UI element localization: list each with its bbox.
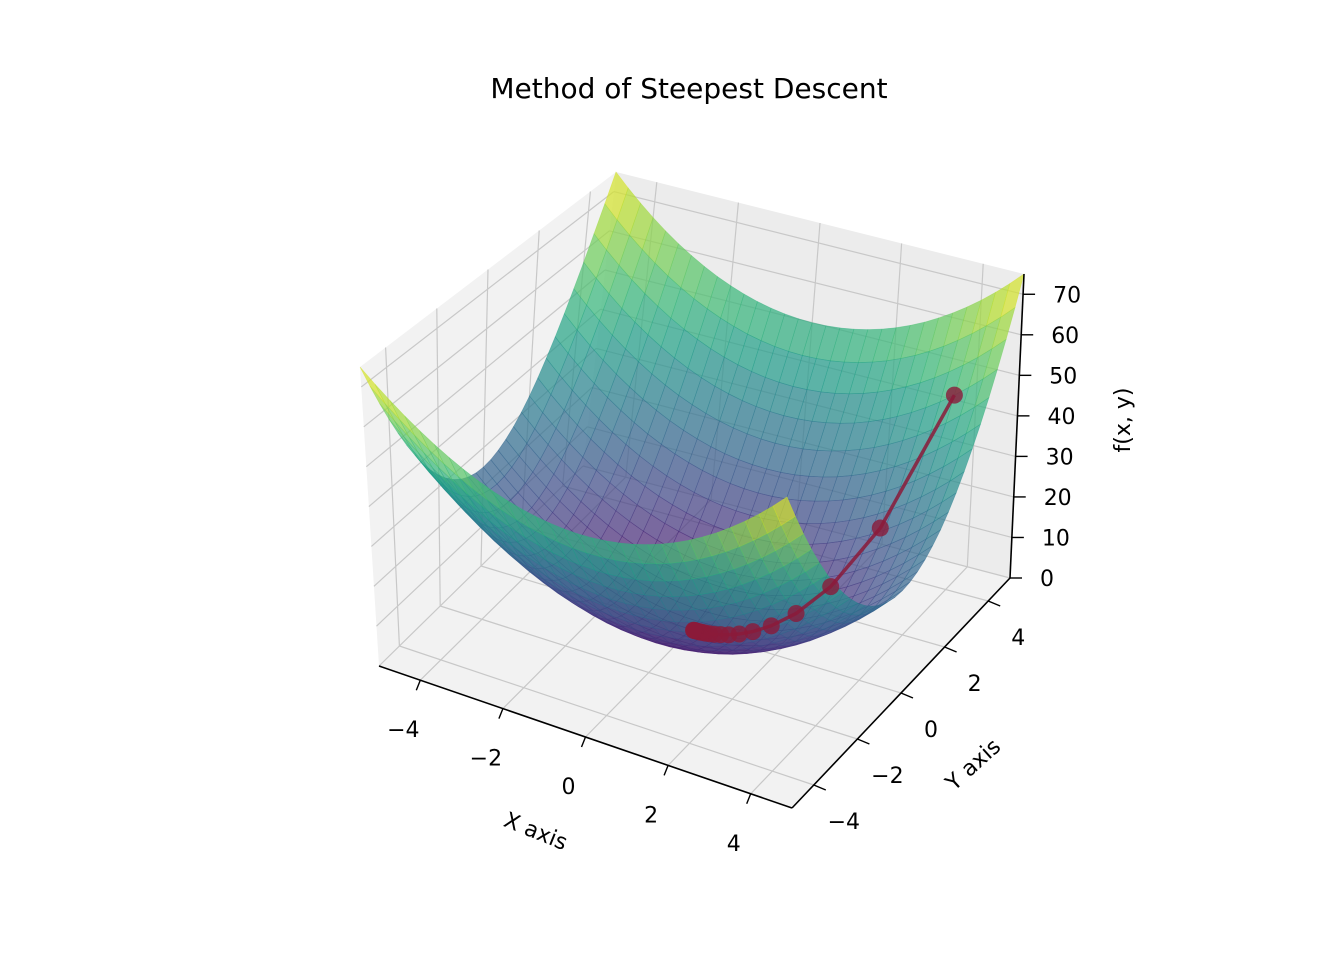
z-grid-wall <box>363 230 610 428</box>
descent-path-point <box>685 621 703 639</box>
x-tick <box>746 793 752 805</box>
z-tick-label: 40 <box>1048 405 1076 430</box>
tick-marks <box>415 293 1036 805</box>
x-tick-label: 2 <box>644 803 658 828</box>
y-tick-label: −4 <box>828 810 860 835</box>
z-grid-back <box>613 191 1024 295</box>
y-tick-label: −2 <box>871 764 903 789</box>
y-grid-floor <box>440 605 858 740</box>
x-tick <box>498 708 504 719</box>
y-grid-floor <box>399 645 814 786</box>
z-axis-line <box>1009 273 1025 579</box>
x-axis-title: X axis <box>500 808 571 856</box>
y-tick <box>944 646 957 653</box>
descent-path-point <box>787 604 805 622</box>
z-tick-label: 50 <box>1049 364 1077 389</box>
y-tick-label: 2 <box>968 672 982 697</box>
z-tick-label: 70 <box>1053 283 1081 308</box>
z-tick-label: 0 <box>1040 567 1054 592</box>
y-axis-title: Y axis <box>941 734 1006 796</box>
z-tick-label: 10 <box>1042 527 1070 552</box>
x-tick-label: −2 <box>470 747 502 772</box>
z-tick-label: 60 <box>1051 324 1079 349</box>
descent-path-point <box>871 519 889 537</box>
z-grid-wall <box>360 191 615 388</box>
descent-path <box>685 386 963 644</box>
descent-path-point <box>945 386 963 404</box>
z-tick-label: 30 <box>1046 445 1074 470</box>
y-tick <box>813 784 827 791</box>
y-tick-label: 4 <box>1011 626 1025 651</box>
descent-path-point <box>822 578 840 596</box>
y-tick <box>900 692 914 699</box>
y-tick <box>987 600 1001 607</box>
descent-path-point <box>762 617 780 635</box>
y-tick-label: 0 <box>924 718 938 743</box>
y-grid-wall <box>385 347 400 647</box>
z-axis-title: f(x, y) <box>1111 388 1136 453</box>
x-tick-label: 0 <box>562 775 576 800</box>
left-wall-pane <box>360 172 616 666</box>
x-tick-label: 4 <box>727 832 741 857</box>
z-tick-label: 20 <box>1044 486 1072 511</box>
x-tick-label: −4 <box>387 718 419 743</box>
x-tick <box>580 736 587 748</box>
chart-title: Method of Steepest Descent <box>490 72 887 105</box>
descent-path-point <box>744 623 762 641</box>
surface-plot <box>359 171 1025 655</box>
y-tick <box>857 738 870 745</box>
x-tick <box>415 679 421 691</box>
surface-facet <box>772 496 796 526</box>
x-tick <box>663 765 669 776</box>
